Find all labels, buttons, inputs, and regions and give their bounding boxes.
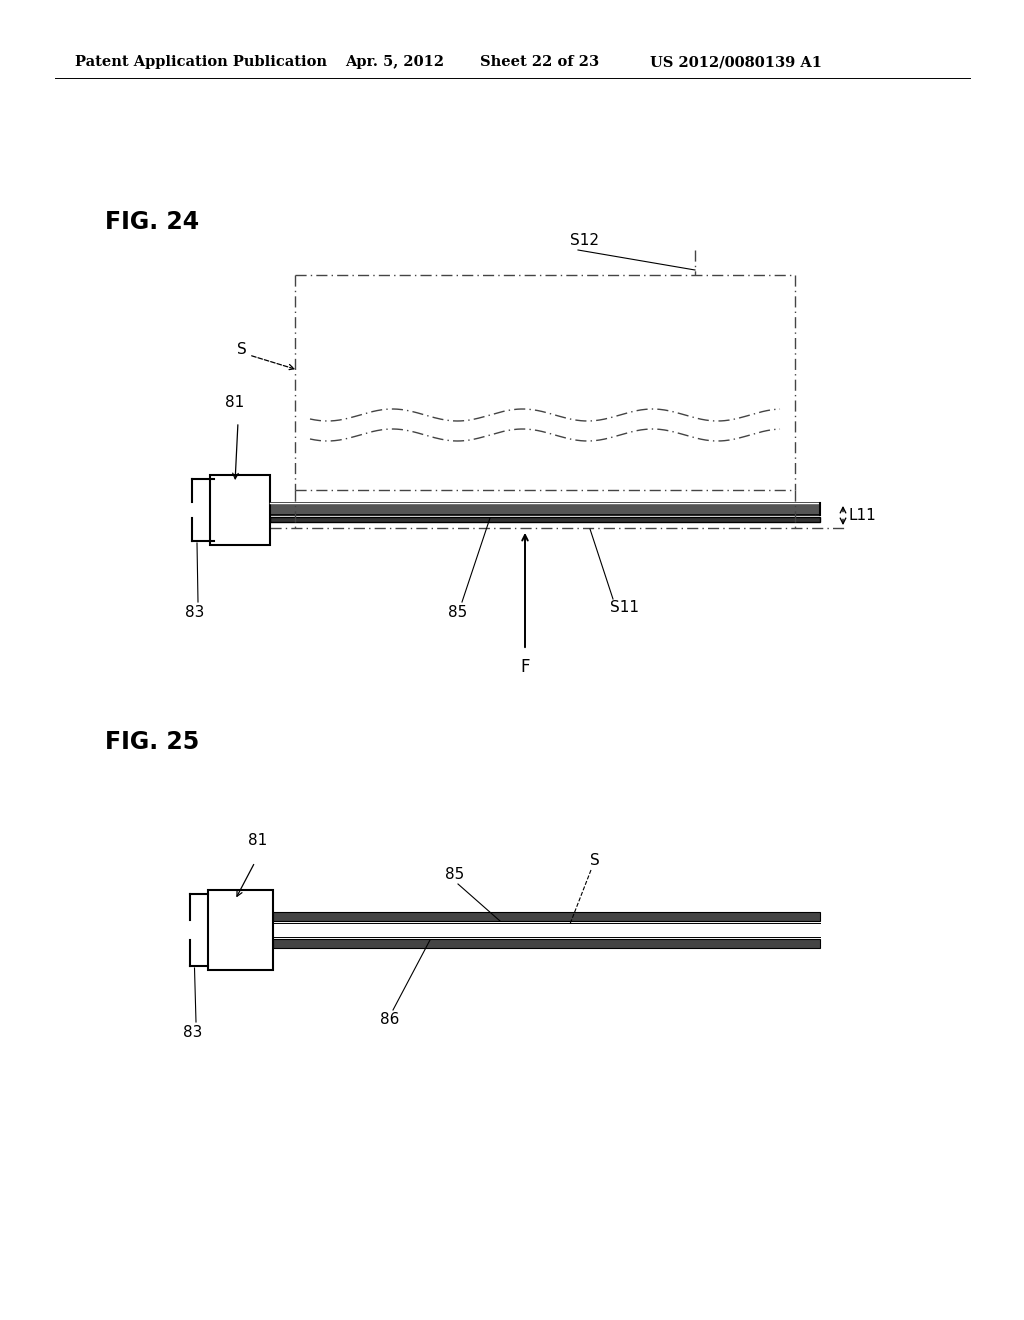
Text: 81: 81 — [248, 833, 267, 847]
Text: Apr. 5, 2012: Apr. 5, 2012 — [345, 55, 444, 69]
Text: 85: 85 — [449, 605, 468, 620]
Text: 83: 83 — [185, 605, 205, 620]
Text: FIG. 25: FIG. 25 — [105, 730, 200, 754]
Text: Sheet 22 of 23: Sheet 22 of 23 — [480, 55, 599, 69]
Text: L11: L11 — [848, 508, 876, 523]
Bar — [210, 475, 270, 545]
Text: US 2012/0080139 A1: US 2012/0080139 A1 — [650, 55, 822, 69]
Text: S: S — [590, 853, 600, 869]
Text: S: S — [238, 342, 247, 358]
Text: S12: S12 — [570, 234, 599, 248]
Bar — [270, 503, 820, 515]
Bar — [272, 939, 820, 948]
Text: Patent Application Publication: Patent Application Publication — [75, 55, 327, 69]
Text: 85: 85 — [445, 867, 465, 882]
Bar — [270, 517, 820, 521]
Text: 86: 86 — [380, 1012, 399, 1027]
Text: 83: 83 — [183, 1026, 203, 1040]
Bar — [208, 890, 272, 970]
Text: S11: S11 — [610, 601, 639, 615]
Text: FIG. 24: FIG. 24 — [105, 210, 199, 234]
Text: 81: 81 — [225, 395, 245, 411]
Text: F: F — [520, 657, 529, 676]
Bar — [272, 912, 820, 921]
